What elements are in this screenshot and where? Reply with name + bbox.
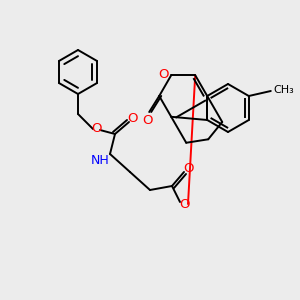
Text: NH: NH [91, 154, 110, 166]
Text: O: O [142, 113, 152, 127]
Text: O: O [128, 112, 138, 124]
Text: O: O [158, 68, 169, 81]
Text: O: O [91, 122, 101, 134]
Text: O: O [183, 161, 193, 175]
Text: CH₃: CH₃ [273, 85, 294, 95]
Text: O: O [179, 197, 189, 211]
